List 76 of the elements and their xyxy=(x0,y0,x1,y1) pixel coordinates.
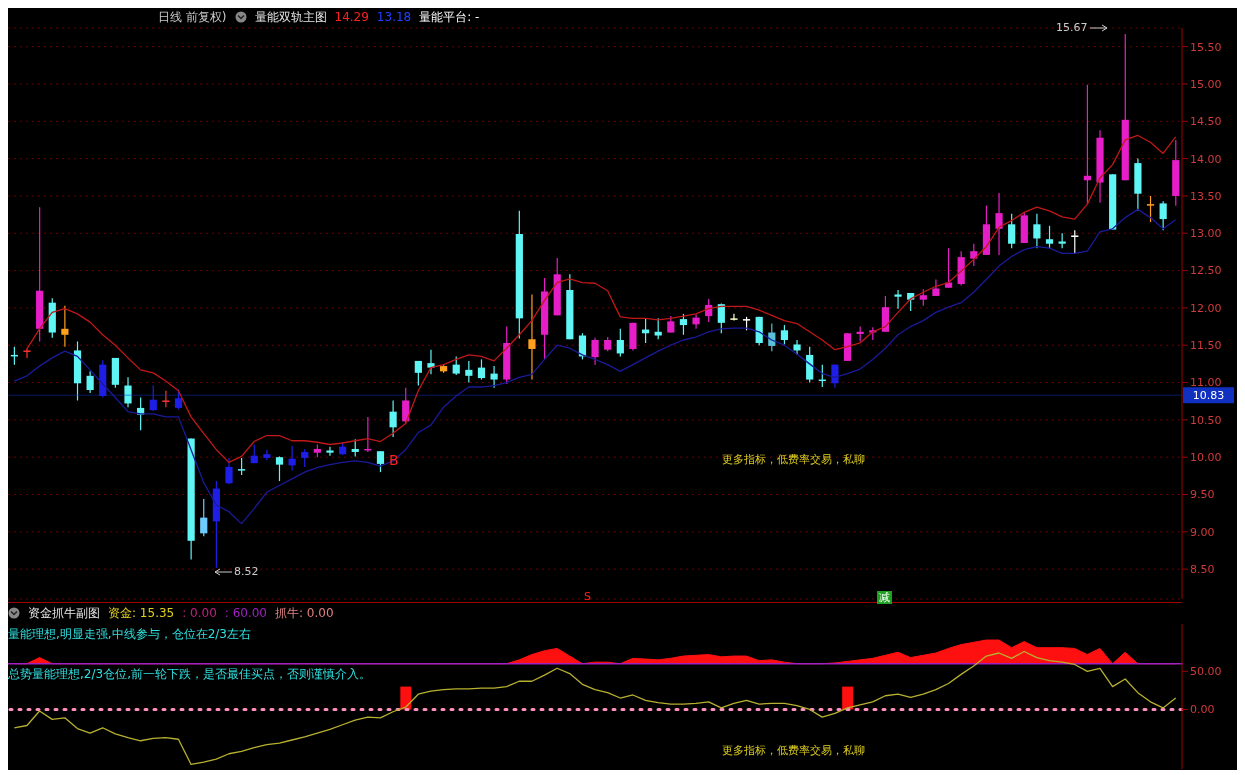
candlestick xyxy=(780,324,789,346)
candlestick xyxy=(263,449,271,461)
y-tick-label: 50.00 xyxy=(1190,665,1222,679)
y-tick-label: 11.50 xyxy=(1190,339,1222,353)
y-tick-label: 15.50 xyxy=(1190,40,1222,54)
candlestick xyxy=(149,384,157,412)
candlestick xyxy=(124,376,132,408)
candlestick xyxy=(414,360,422,387)
candlestick xyxy=(477,358,486,381)
candlestick xyxy=(730,313,738,322)
candlestick xyxy=(970,243,978,267)
y-tick-label: 0.00 xyxy=(1190,703,1215,717)
y-tick-label: 13.00 xyxy=(1190,227,1222,241)
candlestick xyxy=(1045,225,1054,249)
candlestick xyxy=(1146,195,1155,223)
candlestick xyxy=(692,314,700,330)
ref-line-label: 10.83 xyxy=(1192,389,1225,403)
candlestick xyxy=(326,446,334,457)
y-tick-label: 9.00 xyxy=(1190,525,1215,539)
candlestick xyxy=(389,399,397,438)
candlestick xyxy=(452,355,460,376)
y-tick-label: 12.00 xyxy=(1190,301,1222,315)
annotation: 更多指标，低费率交易，私聊 xyxy=(722,744,865,758)
candlestick xyxy=(225,457,233,485)
candlestick xyxy=(1159,200,1167,231)
candlestick xyxy=(490,365,498,389)
y-tick-label: 9.50 xyxy=(1190,488,1215,502)
chart-title: 量能双轨主图 xyxy=(254,8,327,26)
candlestick xyxy=(162,390,170,408)
candlestick xyxy=(174,388,183,411)
candlestick xyxy=(402,387,410,425)
chart-title: 资金抓牛副图 xyxy=(28,604,100,622)
candlestick xyxy=(86,370,94,394)
candlestick xyxy=(1033,213,1041,249)
candlestick xyxy=(427,349,435,375)
y-tick-label: 10.00 xyxy=(1190,451,1222,465)
text: : 60.00 xyxy=(224,606,268,620)
annotation: 更多指标，低费率交易，私聊 xyxy=(722,453,865,467)
annotation: 8.52 xyxy=(234,565,259,579)
candlestick xyxy=(275,455,284,482)
candlestick xyxy=(616,328,624,358)
text: 量能平台: - xyxy=(419,8,480,26)
y-tick-label: 12.50 xyxy=(1190,264,1222,278)
y-tick-label: 14.50 xyxy=(1190,115,1222,129)
candlestick xyxy=(376,450,385,473)
y-tick-label: 8.50 xyxy=(1190,563,1215,577)
chart-subtitle: 日线 前复权) xyxy=(158,8,227,26)
text: 资金: 15.35 xyxy=(108,604,175,622)
candlestick xyxy=(717,302,725,334)
text: 抓牛: 0.00 xyxy=(275,604,334,622)
candlestick xyxy=(465,360,473,384)
annotation: 量能理想,明显走强,中线参与，仓位在2/3左右 xyxy=(8,627,251,642)
candlestick xyxy=(528,293,536,381)
line-series xyxy=(13,208,1177,525)
y-tick-label: 14.00 xyxy=(1190,152,1222,166)
annotation: 总势量能理想,2/3仓位,前一轮下跌，是否最佳买点，否则谨慎介入。 xyxy=(8,667,371,682)
candlestick xyxy=(679,313,688,336)
text: 13.18 xyxy=(376,10,412,24)
text: 14.29 xyxy=(334,10,369,24)
candlestick xyxy=(23,347,31,359)
y-tick-label: 15.00 xyxy=(1190,77,1222,91)
annotation: S xyxy=(584,590,591,604)
y-tick-label: 11.00 xyxy=(1190,376,1222,390)
candlestick xyxy=(894,289,902,310)
annotation: 15.67 xyxy=(1056,21,1088,35)
candlestick xyxy=(591,337,599,366)
y-tick-label: 13.50 xyxy=(1190,189,1222,203)
y-tick-label: 10.50 xyxy=(1190,413,1222,427)
candlestick xyxy=(200,498,208,537)
candlestick xyxy=(654,317,662,340)
text: : 0.00 xyxy=(182,606,217,620)
candlestick xyxy=(1008,213,1016,249)
candlestick xyxy=(995,192,1003,256)
candlestick xyxy=(61,305,69,348)
annotation: B xyxy=(389,452,399,469)
annotation: 减 xyxy=(879,591,890,605)
